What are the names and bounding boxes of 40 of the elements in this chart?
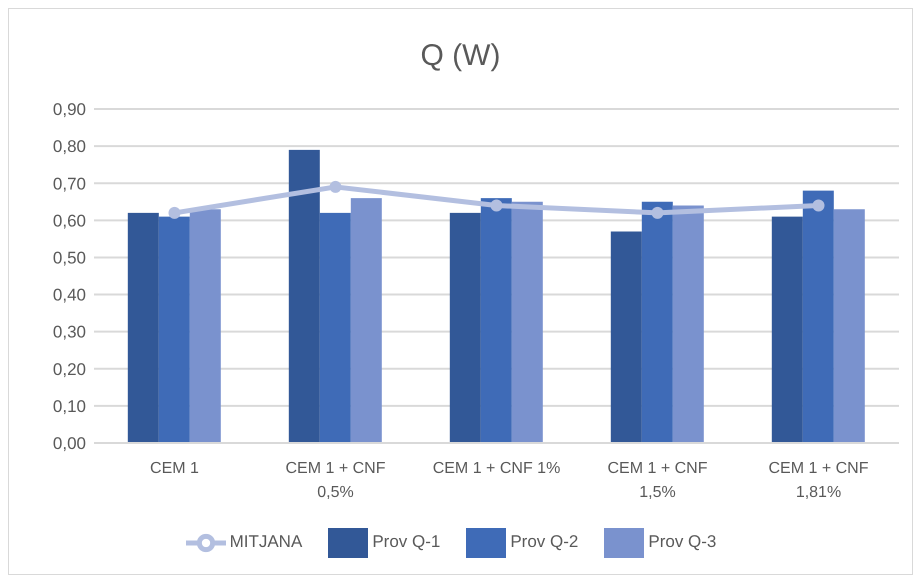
point	[168, 206, 180, 219]
x-tick-label: CEM 1 + CNF 0,5%	[285, 460, 386, 501]
bar	[834, 209, 865, 443]
legend-label: Prov Q-2	[510, 532, 578, 552]
y-tick-label: 0,00	[52, 434, 86, 454]
bar	[772, 216, 803, 443]
bar	[320, 212, 351, 443]
legend-label: Prov Q-1	[372, 532, 440, 552]
y-tick-label: 0,60	[52, 211, 86, 230]
legend-label: MITJANA	[230, 532, 302, 552]
point	[652, 206, 664, 219]
chart-title: Q (W)	[420, 38, 502, 74]
bar	[672, 205, 704, 443]
x-tick-label: CEM 1 + CNF 1,5%	[607, 460, 708, 501]
y-tick-label: 0,40	[52, 286, 86, 305]
legend-label: Prov Q-3	[648, 532, 716, 552]
bar	[350, 198, 382, 443]
bar	[128, 212, 159, 443]
y-tick-label: 0,70	[52, 174, 86, 194]
y-tick-label: 0,10	[52, 396, 86, 416]
bar	[802, 190, 834, 443]
x-tick-label: CEM 1 + CNF 1,81%	[768, 460, 869, 501]
bar	[512, 202, 543, 443]
y-tick-label: 0,30	[52, 322, 86, 342]
bar	[190, 209, 221, 443]
bar	[158, 216, 190, 443]
x-tick-label: CEM 1	[150, 460, 200, 477]
point	[812, 199, 824, 212]
bar	[642, 202, 673, 443]
bar	[610, 231, 642, 443]
y-tick-label: 0,50	[52, 248, 86, 268]
x-tick-label: CEM 1 + CNF 1%	[432, 460, 560, 477]
point	[490, 199, 502, 212]
bar	[480, 198, 512, 443]
y-tick-label: 0,90	[52, 100, 86, 120]
y-tick-label: 0,80	[52, 137, 86, 156]
bar	[288, 150, 320, 443]
bar	[450, 212, 481, 443]
y-tick-label: 0,20	[52, 360, 86, 379]
point	[330, 180, 342, 193]
